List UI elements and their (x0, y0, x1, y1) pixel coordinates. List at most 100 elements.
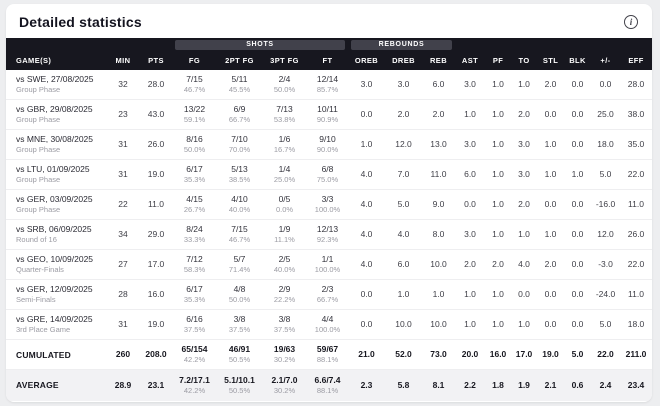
game-row[interactable]: vs GEO, 10/09/2025 Quarter-Finals 27 17.0 7/… (6, 249, 652, 280)
shot-percentage: 50.0% (273, 85, 296, 94)
shot-percentage: 50.0% (228, 295, 251, 304)
game-row[interactable]: vs GRE, 14/09/2025 3rd Place Game 31 19.0 6/… (6, 309, 652, 340)
stat-value: 0.0 (544, 289, 557, 299)
shot-percentage: 90.0% (316, 145, 339, 154)
cell-stl: 19.0 (537, 339, 565, 370)
cell-oreb: 0.0 (348, 309, 385, 340)
average-row: AVERAGE 28.9 23.1 7.2/17.1 42.2% 5.1/10.1 50.5… (6, 369, 652, 401)
stat-value: 5.8 (397, 379, 410, 390)
stat-value: 0.0 (544, 319, 557, 329)
cell-ft: 12/14 85.7% (307, 70, 348, 100)
shot-percentage: 70.0% (228, 145, 251, 154)
stat-value: 11.0 (628, 289, 644, 299)
stat-value: 0.0 (599, 79, 612, 89)
cell-eff: 211.0 (620, 339, 652, 370)
cell-to: 2.0 (511, 189, 538, 220)
shot-percentage: 75.0% (316, 175, 339, 184)
stat-value: 7.0 (397, 169, 410, 179)
stat-value: 2.0 (432, 109, 445, 119)
cell-ast: 2.0 (455, 249, 486, 280)
cumulated-row: CUMULATED 260 208.0 65/154 42.2% 46/91 50.5% 19… (6, 339, 652, 370)
stat-value: 23 (118, 109, 128, 119)
cell-ast: 3.0 (455, 219, 486, 250)
col-header-min: MIN (106, 51, 140, 70)
shot-percentage: 58.3% (183, 265, 206, 274)
cell-blk: 5.0 (564, 339, 592, 370)
cell-fg: 8/24 33.3% (172, 219, 217, 250)
cell-pm: 18.0 (591, 129, 621, 160)
game-phase: Group Phase (16, 85, 61, 94)
cell-eff: 22.0 (620, 159, 652, 190)
stat-value: 20.0 (461, 349, 479, 359)
shot-made: 3/3 (321, 194, 334, 204)
stat-value: 10.0 (395, 319, 412, 329)
game-row[interactable]: vs GBR, 29/08/2025 Group Phase 23 43.0 13/22… (6, 99, 652, 130)
stat-value: 3.0 (518, 139, 530, 149)
stat-value: 1.0 (544, 229, 557, 239)
game-cell: vs SWE, 27/08/2025 Group Phase (6, 70, 106, 100)
cell-oreb: 4.0 (348, 189, 385, 220)
game-row[interactable]: vs LTU, 01/09/2025 Group Phase 31 19.0 6/17 3… (6, 159, 652, 190)
game-row[interactable]: vs SRB, 06/09/2025 Round of 16 34 29.0 8/24 3… (6, 219, 652, 250)
info-icon[interactable]: i (624, 15, 638, 29)
game-name: vs SRB, 06/09/2025 (16, 224, 92, 234)
cell-fg2: 5/11 45.5% (217, 70, 262, 100)
cell-stl: 0.0 (537, 99, 565, 130)
game-name: vs SWE, 27/08/2025 (16, 74, 94, 84)
shot-made: 7/10 (231, 134, 248, 144)
col-header-ast: AST (455, 51, 486, 70)
stat-value: 3.0 (464, 79, 476, 89)
cell-dreb: 4.0 (385, 219, 422, 250)
game-row[interactable]: vs GER, 03/09/2025 Group Phase 22 11.0 4/15 2… (6, 189, 652, 220)
cell-fg: 6/17 35.3% (172, 279, 217, 310)
stat-value: 6.0 (464, 169, 476, 179)
cell-pf: 1.0 (485, 189, 512, 220)
cell-oreb: 21.0 (348, 339, 385, 370)
cell-oreb: 0.0 (348, 99, 385, 130)
game-row[interactable]: vs MNE, 30/08/2025 Group Phase 31 26.0 8/16 5… (6, 129, 652, 160)
cell-fg: 13/22 59.1% (172, 99, 217, 130)
cell-reb: 13.0 (422, 129, 456, 160)
shot-percentage: 42.2% (183, 355, 206, 364)
stat-value: 8.0 (432, 229, 445, 239)
stat-value: 22 (118, 199, 128, 209)
cell-oreb: 3.0 (348, 70, 385, 100)
group-spacer-left (6, 38, 172, 51)
shot-made: 12/14 (316, 74, 339, 84)
stat-value: 0.0 (571, 319, 584, 329)
col-header-game-s: GAME(S) (6, 51, 106, 70)
shot-made: 6.6/7.4 (314, 374, 341, 385)
cell-fg3: 19/63 30.2% (262, 339, 307, 370)
shot-made: 6/17 (186, 284, 203, 294)
col-header-pts: PTS (140, 51, 172, 70)
cell-min: 31 (106, 309, 140, 340)
cell-fg: 8/16 50.0% (172, 129, 217, 160)
shot-percentage: 37.5% (228, 325, 251, 334)
cell-ast: 1.0 (455, 279, 486, 310)
game-name: vs GEO, 10/09/2025 (16, 254, 94, 264)
game-row[interactable]: vs GER, 12/09/2025 Semi-Finals 28 16.0 6/17 3… (6, 279, 652, 310)
game-name: vs MNE, 30/08/2025 (16, 134, 94, 144)
cell-ast: 0.0 (455, 189, 486, 220)
stat-value: 31 (118, 319, 128, 329)
game-row[interactable]: vs SWE, 27/08/2025 Group Phase 32 28.0 7/15 4… (6, 70, 652, 100)
stat-value: 4.0 (360, 199, 373, 209)
cell-pts: 16.0 (140, 279, 172, 310)
stat-value: 1.8 (492, 379, 504, 390)
cell-pts: 43.0 (140, 99, 172, 130)
cell-min: 31 (106, 129, 140, 160)
cell-pts: 17.0 (140, 249, 172, 280)
cell-pf: 1.0 (485, 279, 512, 310)
stat-value: 23.4 (627, 379, 645, 390)
cell-ft: 9/10 90.0% (307, 129, 348, 160)
cell-fg2: 3/8 37.5% (217, 309, 262, 340)
cell-eff: 26.0 (620, 219, 652, 250)
game-phase: Quarter-Finals (16, 265, 64, 274)
stat-value: 28 (118, 289, 128, 299)
stat-value: 1.0 (360, 139, 373, 149)
stat-value: 0.0 (571, 259, 584, 269)
stat-value: 1.0 (464, 289, 476, 299)
cell-eff: 18.0 (620, 309, 652, 340)
cell-pm: 0.0 (591, 70, 621, 100)
stat-value: 19.0 (147, 169, 165, 179)
